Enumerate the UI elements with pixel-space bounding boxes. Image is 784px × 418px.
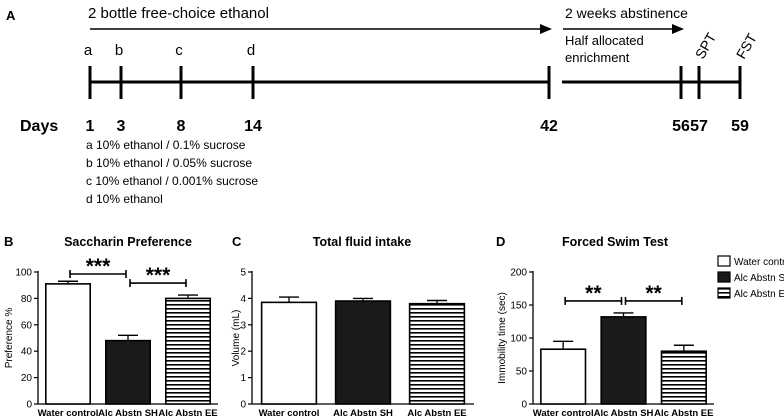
timeline-test-label: SPT bbox=[692, 30, 720, 62]
x-tick-label: Alc Abstn EE bbox=[158, 408, 217, 418]
days-label: Days bbox=[20, 118, 58, 135]
significance-label: *** bbox=[86, 255, 111, 278]
timeline-legend: a 10% ethanol / 0.1% sucrose b 10% ethan… bbox=[86, 138, 258, 206]
day-label: 14 bbox=[244, 118, 262, 135]
significance-label: ** bbox=[645, 282, 662, 305]
y-tick-label: 100 bbox=[510, 334, 527, 345]
chart-title: Forced Swim Test bbox=[562, 235, 669, 249]
y-tick-label: 50 bbox=[516, 367, 528, 378]
bar-legend: Water control Alc Abstn SH Alc Abstn EE bbox=[717, 255, 784, 300]
chart-title: Saccharin Preference bbox=[64, 235, 192, 249]
bar bbox=[408, 302, 466, 405]
legend-swatch bbox=[717, 287, 731, 299]
y-tick-label: 1 bbox=[240, 373, 246, 384]
x-tick-label: Alc Abstn EE bbox=[407, 408, 466, 418]
legend-swatch bbox=[717, 255, 731, 267]
y-axis-label: Preference % bbox=[4, 308, 15, 369]
y-tick-label: 80 bbox=[21, 294, 33, 305]
panel-label: D bbox=[496, 234, 505, 249]
y-tick-label: 40 bbox=[21, 347, 33, 358]
y-tick-label: 0 bbox=[521, 400, 527, 411]
y-tick-label: 0 bbox=[240, 400, 246, 411]
x-tick-label: Water control bbox=[259, 408, 320, 418]
y-tick-label: 4 bbox=[240, 294, 246, 305]
y-tick-label: 100 bbox=[15, 268, 32, 279]
x-tick-label: Water control bbox=[38, 408, 99, 418]
timeline-panel: A 2 bottle free-choice ethanol 2 weeks a… bbox=[6, 5, 760, 206]
legend-label: Water control bbox=[734, 257, 784, 268]
timeline-letter: c bbox=[175, 42, 183, 59]
x-tick-label: Alc Abstn SH bbox=[594, 408, 654, 418]
phase1-arrowhead bbox=[540, 24, 552, 34]
bar bbox=[540, 348, 587, 405]
x-tick-label: Water control bbox=[533, 408, 594, 418]
legend-label: Alc Abstn SH bbox=[734, 273, 784, 284]
significance-label: ** bbox=[585, 282, 602, 305]
panel-label: B bbox=[4, 234, 13, 249]
timeline-letter: d bbox=[247, 42, 255, 59]
y-tick-label: 200 bbox=[510, 268, 527, 279]
timeline-test-label: FST bbox=[733, 30, 760, 61]
y-tick-label: 3 bbox=[240, 320, 246, 331]
x-tick-label: Alc Abstn SH bbox=[333, 408, 393, 418]
bar bbox=[105, 339, 152, 405]
half-allocated-line2: enrichment bbox=[565, 50, 630, 65]
chart-title: Total fluid intake bbox=[313, 235, 411, 249]
y-tick-label: 150 bbox=[510, 301, 527, 312]
timeline-letter: a bbox=[84, 42, 93, 59]
half-allocated-line1: Half allocated bbox=[565, 33, 644, 48]
x-tick-label: Alc Abstn SH bbox=[98, 408, 158, 418]
legend-line-c: c 10% ethanol / 0.001% sucrose bbox=[86, 174, 258, 188]
phase2-arrowhead bbox=[672, 24, 684, 34]
legend-swatch bbox=[717, 271, 731, 283]
bar bbox=[660, 350, 707, 405]
y-axis-label: Immobility time (sec) bbox=[497, 292, 508, 384]
y-tick-label: 20 bbox=[21, 373, 33, 384]
y-tick-label: 2 bbox=[240, 347, 246, 358]
legend-line-d: d 10% ethanol bbox=[86, 192, 163, 206]
bar bbox=[44, 283, 92, 405]
forced-swim-test-chart: D Forced Swim Test Immobility time (sec) 0 5… bbox=[496, 234, 714, 418]
x-tick-label: Alc Abstn EE bbox=[654, 408, 713, 418]
y-tick-label: 0 bbox=[26, 400, 32, 411]
timeline-letter: b bbox=[115, 42, 123, 59]
day-label: 8 bbox=[177, 118, 186, 135]
day-label: 1 bbox=[86, 118, 95, 135]
day-label: 42 bbox=[540, 118, 558, 135]
panel-label-a: A bbox=[6, 8, 16, 23]
y-tick-label: 60 bbox=[21, 320, 33, 331]
phase2-label: 2 weeks abstinence bbox=[565, 5, 688, 21]
total-fluid-intake-chart: C Total fluid intake Volume (mL) 0 1 2 3 4 5 Wate… bbox=[231, 234, 474, 418]
legend-line-b: b 10% ethanol / 0.05% sucrose bbox=[86, 156, 252, 170]
day-label: 56 bbox=[672, 118, 690, 135]
bar bbox=[165, 297, 212, 405]
saccharin-preference-chart: B Saccharin Preference Preference % 0 20 40 60… bbox=[4, 234, 218, 418]
y-axis-label: Volume (mL) bbox=[231, 310, 242, 367]
day-label: 59 bbox=[731, 118, 749, 135]
legend-label: Alc Abstn EE bbox=[734, 289, 784, 300]
day-label: 57 bbox=[690, 118, 708, 135]
legend-line-a: a 10% ethanol / 0.1% sucrose bbox=[86, 138, 246, 152]
bar bbox=[260, 301, 318, 405]
phase1-label: 2 bottle free-choice ethanol bbox=[88, 5, 269, 22]
bar bbox=[600, 316, 647, 405]
panel-label: C bbox=[232, 234, 242, 249]
bar bbox=[334, 300, 392, 405]
y-tick-label: 5 bbox=[240, 268, 246, 279]
day-label: 3 bbox=[117, 118, 126, 135]
significance-label: *** bbox=[146, 264, 171, 287]
